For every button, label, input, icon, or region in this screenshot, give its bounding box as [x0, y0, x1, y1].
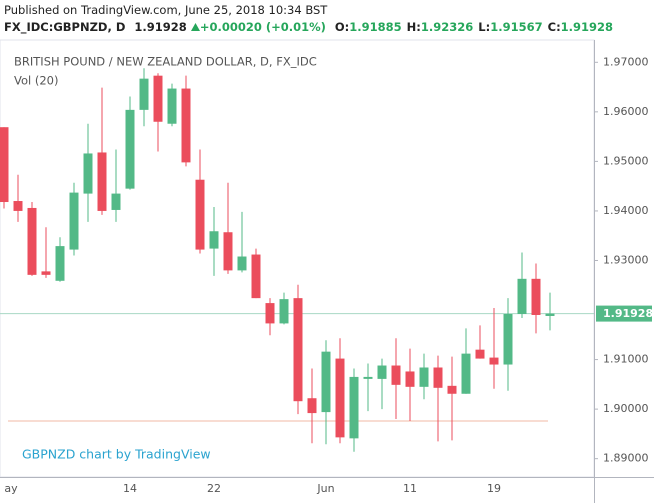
ohlc-value: 1.91885	[349, 20, 402, 34]
candle-body	[55, 246, 65, 281]
ohlc-label: C:	[547, 20, 561, 34]
candle-body	[307, 398, 317, 414]
candle-body	[41, 271, 51, 275]
header: Published on TradingView.com, June 25, 2…	[4, 2, 613, 36]
x-tick-label: 22	[207, 482, 221, 495]
candle-body	[279, 299, 289, 324]
candle-body	[349, 376, 359, 439]
price: 1.91928	[134, 20, 187, 34]
ohlc-label: H:	[406, 20, 421, 34]
candle-body	[363, 376, 373, 379]
candle-body	[461, 353, 471, 394]
ohlc-label: L:	[478, 20, 491, 34]
candle-body	[181, 88, 191, 163]
candle-body	[545, 313, 555, 316]
candle-body	[447, 385, 457, 394]
symbol: FX_IDC:GBPNZD, D	[4, 20, 126, 34]
last-price-label: 1.91928	[603, 307, 653, 320]
candle-body	[321, 351, 331, 413]
candle-body	[153, 75, 163, 122]
y-tick-label: 1.90000	[603, 402, 649, 415]
candle-body	[223, 232, 233, 271]
chart-subtitle: Vol (20)	[14, 74, 58, 88]
y-tick-label: 1.96000	[603, 105, 649, 118]
x-tick-label: 14	[123, 482, 137, 495]
candle-body	[419, 367, 429, 387]
candle-body	[209, 231, 219, 249]
x-tick-label: Jun	[316, 482, 334, 495]
published-line: Published on TradingView.com, June 25, 2…	[4, 3, 328, 17]
candle-body	[167, 88, 177, 124]
candle-body	[377, 365, 387, 379]
candle-body	[13, 201, 23, 211]
candle-body	[265, 303, 275, 324]
candle-body	[27, 207, 37, 275]
candle-body	[517, 278, 527, 314]
candle-body	[139, 78, 149, 110]
y-tick-label: 1.94000	[603, 204, 649, 217]
candle-body	[405, 371, 415, 387]
candle-body	[111, 193, 121, 210]
ohlc: O:1.91885 H:1.92326 L:1.91567 C:1.91928	[330, 20, 613, 34]
x-tick-label: ay	[4, 482, 18, 495]
candle-body	[433, 367, 443, 388]
candle-body	[0, 127, 9, 203]
symbol-line: FX_IDC:GBPNZD, D 1.91928 +0.00020 (+0.01…	[4, 19, 613, 36]
y-tick-label: 1.95000	[603, 154, 649, 167]
up-arrow-icon	[190, 23, 200, 31]
candle-body	[237, 256, 247, 271]
y-tick-label: 1.97000	[603, 55, 649, 68]
candle-body	[251, 254, 261, 299]
candle-body	[293, 298, 303, 402]
candle-body	[531, 278, 541, 315]
plot-frame	[0, 39, 595, 478]
ohlc-value: 1.92326	[420, 20, 474, 34]
candle-body	[475, 349, 485, 359]
candle-body	[391, 365, 401, 385]
candle-body	[97, 152, 107, 211]
x-tick-label: 11	[403, 482, 417, 495]
candle-body	[503, 313, 513, 365]
y-tick-label: 1.93000	[603, 253, 649, 266]
ohlc-label: O:	[334, 20, 350, 34]
x-tick-label: 19	[487, 482, 501, 495]
candle-body	[69, 192, 79, 250]
ohlc-value: 1.91567	[490, 20, 543, 34]
candle-body	[83, 153, 93, 194]
watermark: GBPNZD chart by TradingView	[22, 447, 211, 462]
candle-body	[335, 358, 345, 438]
change: +0.00020 (+0.01%)	[199, 20, 326, 34]
candle-body	[195, 179, 205, 250]
chart-title: BRITISH POUND / NEW ZEALAND DOLLAR, D, F…	[14, 55, 317, 69]
candle-body	[489, 357, 499, 365]
candle-body	[125, 109, 135, 189]
ohlc-value: 1.91928	[560, 20, 614, 34]
y-tick-label: 1.89000	[603, 452, 649, 465]
last-price-box	[596, 305, 652, 322]
y-tick-label: 1.91000	[603, 353, 649, 366]
